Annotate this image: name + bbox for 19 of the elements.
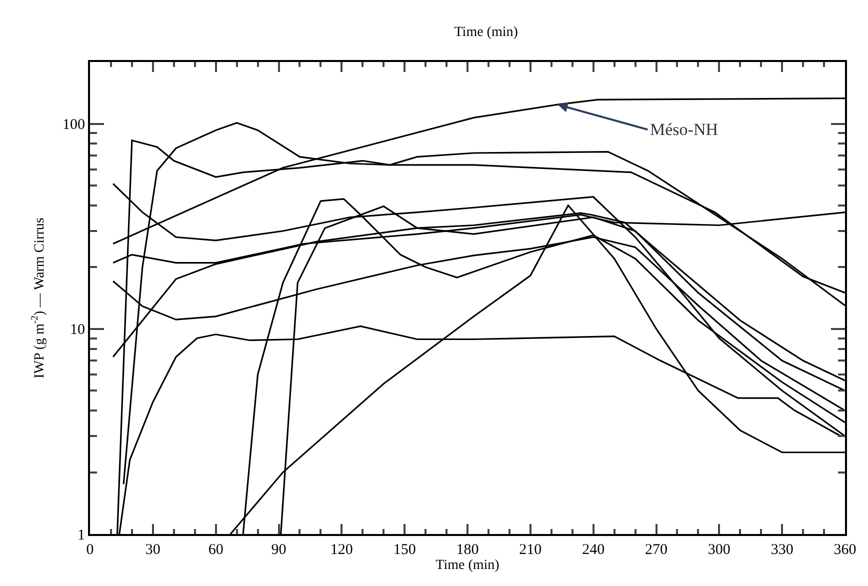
x-tick-label: 300 [708,542,730,558]
y-tick-label: 10 [70,322,85,338]
annotation: Méso-NH [650,120,718,139]
x-tick-label: 240 [582,542,605,558]
x-tick-label: 60 [208,542,224,558]
x-tick-label: 30 [145,542,160,558]
x-tick-label: 360 [834,542,856,558]
x-tick-label: 150 [393,542,416,558]
chart-title: Time (min) [454,25,518,40]
x-tick-label: 330 [770,542,794,558]
x-tick-label: 270 [645,542,668,558]
y-tick-label: 100 [62,117,85,133]
x-tick-label: 90 [271,542,286,558]
x-tick-label: 120 [330,542,353,558]
x-axis-title: Time (min) [436,558,500,573]
x-tick-label: 180 [456,542,479,558]
x-tick-label: 0 [86,542,94,558]
y-tick-label: 1 [78,527,85,544]
x-tick-label: 210 [519,542,542,558]
